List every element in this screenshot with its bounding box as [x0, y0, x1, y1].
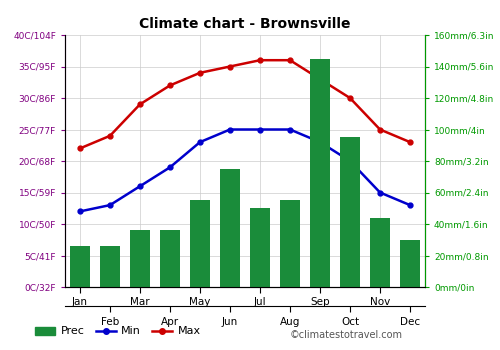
Title: Climate chart - Brownsville: Climate chart - Brownsville [139, 17, 351, 31]
Bar [130, 230, 150, 287]
Bar [340, 138, 360, 287]
Bar [100, 246, 120, 287]
Legend: Prec, Min, Max: Prec, Min, Max [30, 322, 205, 341]
Bar [190, 200, 210, 287]
Text: ©climatestotravel.com: ©climatestotravel.com [290, 329, 403, 340]
Bar [280, 200, 300, 287]
Bar [400, 240, 420, 287]
Bar [370, 218, 390, 287]
Bar [250, 208, 270, 287]
Bar [310, 58, 330, 287]
Bar [160, 230, 180, 287]
Bar [220, 169, 240, 287]
Bar [70, 246, 90, 287]
